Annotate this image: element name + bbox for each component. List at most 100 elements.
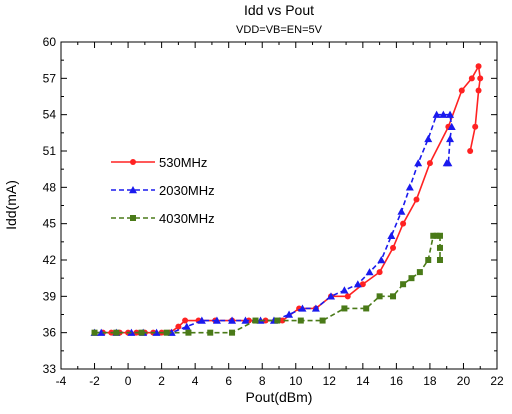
x-axis-label: Pout(dBm) bbox=[246, 389, 313, 405]
data-point-4030MHz bbox=[433, 232, 440, 239]
legend-label-530MHz: 530MHz bbox=[159, 155, 207, 170]
data-point-2030MHz bbox=[285, 310, 294, 318]
data-point-4030MHz bbox=[319, 317, 326, 324]
data-point-4030MHz bbox=[163, 329, 170, 336]
series-530MHz bbox=[91, 63, 484, 336]
x-tick-label: 4 bbox=[192, 374, 199, 388]
legend-marker-530MHz bbox=[130, 159, 136, 165]
data-point-4030MHz bbox=[376, 293, 383, 300]
x-tick-label: 8 bbox=[259, 374, 266, 388]
y-tick-label: 51 bbox=[43, 144, 57, 158]
data-point-2030MHz bbox=[228, 316, 237, 324]
y-tick-label: 42 bbox=[43, 253, 57, 267]
y-tick-label: 36 bbox=[43, 326, 57, 340]
data-point-2030MHz bbox=[353, 280, 362, 288]
data-point-530MHz bbox=[477, 75, 484, 82]
data-point-530MHz bbox=[175, 323, 182, 330]
data-point-4030MHz bbox=[425, 257, 432, 263]
data-point-4030MHz bbox=[138, 329, 145, 336]
x-tick-label: 14 bbox=[356, 374, 370, 388]
data-point-4030MHz bbox=[113, 329, 120, 336]
y-tick-label: 60 bbox=[43, 35, 57, 49]
y-tick-label: 39 bbox=[43, 289, 57, 303]
data-point-4030MHz bbox=[341, 305, 348, 312]
data-point-2030MHz bbox=[182, 322, 191, 330]
data-point-4030MHz bbox=[430, 232, 437, 239]
data-point-2030MHz bbox=[97, 328, 106, 336]
x-tick-label: -4 bbox=[56, 374, 67, 388]
axes: -4 -2 0 2 4 6 8 10 12 14 16 18 20 22 33 36 39 42 45 48 51 54 5… bbox=[43, 35, 504, 388]
data-point-4030MHz bbox=[390, 293, 397, 300]
x-tick-label: -2 bbox=[89, 374, 100, 388]
data-point-2030MHz bbox=[442, 159, 451, 167]
x-tick-label: 16 bbox=[390, 374, 404, 388]
data-point-4030MHz bbox=[185, 329, 192, 336]
data-point-4030MHz bbox=[363, 305, 370, 312]
data-point-4030MHz bbox=[400, 281, 407, 288]
y-tick-label: 48 bbox=[43, 180, 57, 194]
legend-marker-4030MHz bbox=[130, 215, 136, 221]
x-tick-label: 18 bbox=[423, 374, 437, 388]
y-tick-label: 33 bbox=[43, 362, 57, 376]
data-point-2030MHz bbox=[212, 316, 221, 324]
chart-title: Idd vs Pout bbox=[244, 2, 314, 18]
x-tick-label: 2 bbox=[158, 374, 165, 388]
data-point-2030MHz bbox=[446, 110, 455, 118]
data-point-530MHz bbox=[262, 317, 269, 324]
data-point-530MHz bbox=[468, 75, 475, 82]
data-point-2030MHz bbox=[340, 286, 349, 294]
x-tick-label: 10 bbox=[289, 374, 303, 388]
data-point-2030MHz bbox=[241, 316, 250, 324]
data-point-530MHz bbox=[390, 244, 397, 251]
data-point-2030MHz bbox=[387, 231, 396, 239]
data-point-2030MHz bbox=[446, 134, 455, 143]
x-tick-label: 0 bbox=[125, 374, 132, 388]
data-point-2030MHz bbox=[424, 134, 433, 143]
data-point-2030MHz bbox=[298, 304, 307, 312]
data-point-2030MHz bbox=[414, 159, 423, 167]
data-point-2030MHz bbox=[167, 328, 176, 336]
data-point-4030MHz bbox=[436, 232, 443, 239]
data-point-4030MHz bbox=[436, 244, 443, 251]
series-line-2030MHz bbox=[94, 113, 453, 334]
data-point-4030MHz bbox=[91, 329, 98, 336]
data-point-530MHz bbox=[413, 196, 420, 203]
legend-label-2030MHz: 2030MHz bbox=[159, 183, 215, 198]
x-tick-label: 12 bbox=[323, 374, 337, 388]
legend-label-4030MHz: 4030MHz bbox=[159, 211, 215, 226]
data-point-2030MHz bbox=[197, 316, 206, 324]
data-point-530MHz bbox=[472, 123, 479, 130]
data-point-2030MHz bbox=[365, 268, 374, 276]
data-point-530MHz bbox=[400, 220, 407, 227]
data-point-530MHz bbox=[359, 281, 366, 288]
data-point-2030MHz bbox=[432, 110, 441, 118]
data-point-4030MHz bbox=[274, 317, 281, 324]
data-point-2030MHz bbox=[447, 122, 456, 130]
data-point-530MHz bbox=[279, 317, 286, 324]
data-point-4030MHz bbox=[297, 317, 304, 324]
data-point-530MHz bbox=[475, 87, 482, 94]
data-point-530MHz bbox=[182, 317, 189, 324]
data-point-4030MHz bbox=[416, 269, 423, 276]
data-point-530MHz bbox=[467, 148, 474, 154]
chart-subtitle: VDD=VB=EN=5V bbox=[236, 24, 323, 36]
legend-marker-2030MHz bbox=[129, 186, 137, 194]
series-2030MHz bbox=[90, 110, 456, 336]
series-line-530MHz bbox=[94, 63, 482, 334]
data-point-2030MHz bbox=[152, 328, 161, 336]
data-point-4030MHz bbox=[207, 329, 214, 336]
x-tick-label: 6 bbox=[225, 374, 232, 388]
data-point-530MHz bbox=[344, 293, 351, 300]
data-point-530MHz bbox=[475, 63, 482, 70]
data-point-4030MHz bbox=[436, 257, 443, 263]
series-4030MHz bbox=[91, 232, 443, 336]
series-layer bbox=[90, 63, 484, 336]
data-point-2030MHz bbox=[439, 110, 448, 118]
data-point-530MHz bbox=[376, 269, 383, 276]
y-axis-label: Idd(mA) bbox=[3, 180, 19, 230]
legend: 530MHz 2030MHz 4030MHz bbox=[111, 155, 215, 226]
data-point-4030MHz bbox=[408, 275, 415, 282]
y-tick-label: 45 bbox=[43, 217, 57, 231]
